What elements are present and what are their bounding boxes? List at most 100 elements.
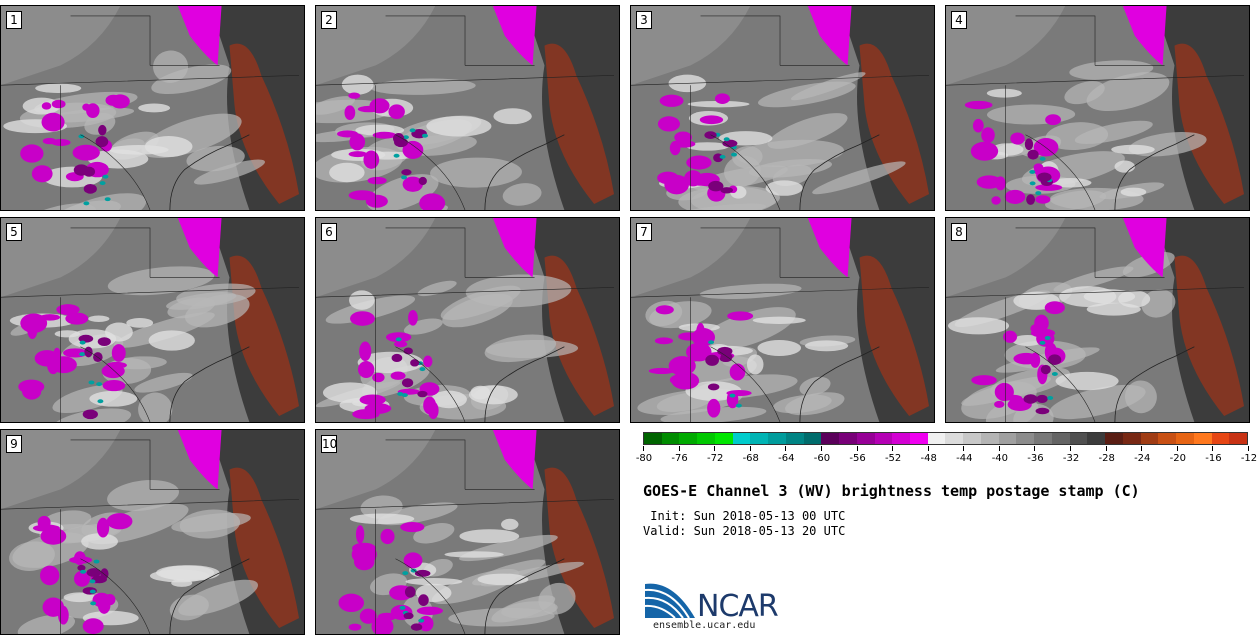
colorbar-segment xyxy=(803,433,822,444)
colorbar-segment xyxy=(1105,433,1123,444)
colorbar-segment xyxy=(821,433,840,444)
colorbar-tick xyxy=(856,446,858,451)
colorbar-segment xyxy=(785,433,804,444)
ensemble-member-panel: 6 xyxy=(315,217,620,423)
colorbar-segment xyxy=(980,433,999,444)
member-number: 7 xyxy=(636,223,652,241)
colorbar-tick-label: -40 xyxy=(991,453,1009,464)
ensemble-member-panel: 2 xyxy=(315,5,620,211)
colorbar-tick-label: -16 xyxy=(1205,453,1222,464)
colorbar-tick xyxy=(785,446,787,451)
colorbar-segment xyxy=(768,433,786,444)
member-number: 4 xyxy=(951,11,967,29)
colorbar-tick xyxy=(1248,446,1249,451)
colorbar-tick xyxy=(1105,446,1107,451)
colorbar-segment xyxy=(856,433,875,444)
colorbar-segment xyxy=(910,433,928,444)
water-vapor-map xyxy=(316,430,619,634)
figure-title: GOES-E Channel 3 (WV) brightness temp po… xyxy=(643,482,1140,500)
colorbar-segment xyxy=(1087,433,1106,444)
colorbar-tick xyxy=(1141,446,1143,451)
colorbar-tick-label: -68 xyxy=(742,453,759,464)
colorbar-segment xyxy=(1140,433,1159,444)
colorbar-tick-label: -76 xyxy=(671,453,688,464)
colorbar-segment xyxy=(1051,433,1070,444)
colorbar-segment xyxy=(697,433,715,444)
colorbar-segment xyxy=(1069,433,1088,444)
colorbar-segment xyxy=(679,433,698,444)
colorbar xyxy=(643,432,1248,445)
colorbar-segment xyxy=(732,433,751,444)
colorbar-tick xyxy=(678,446,680,451)
valid-time: Valid: Sun 2018-05-13 20 UTC xyxy=(643,524,846,538)
colorbar-segment xyxy=(1229,433,1247,444)
member-number: 5 xyxy=(6,223,22,241)
colorbar-segment xyxy=(963,433,981,444)
colorbar-segment xyxy=(1122,433,1141,444)
colorbar-segment xyxy=(750,433,769,444)
member-number: 10 xyxy=(321,435,338,453)
water-vapor-map xyxy=(631,218,934,422)
colorbar-tick-label: -64 xyxy=(778,453,795,464)
colorbar-segment xyxy=(839,433,857,444)
ensemble-member-panel: 9 xyxy=(0,429,305,635)
colorbar-tick-label: -72 xyxy=(707,453,724,464)
colorbar-tick xyxy=(749,446,751,451)
colorbar-segment xyxy=(874,433,893,444)
water-vapor-map xyxy=(946,6,1249,210)
colorbar-tick-label: -44 xyxy=(956,453,973,464)
water-vapor-map xyxy=(1,218,304,422)
ensemble-member-panel: 5 xyxy=(0,217,305,423)
colorbar-segment xyxy=(998,433,1017,444)
site-url: ensemble.ucar.edu xyxy=(653,620,756,631)
ensemble-member-panel: 8 xyxy=(945,217,1250,423)
colorbar-segment xyxy=(1034,433,1052,444)
colorbar-segment xyxy=(661,433,680,444)
member-number: 9 xyxy=(6,435,22,453)
colorbar-tick-label: -56 xyxy=(849,453,866,464)
colorbar-segment xyxy=(644,433,662,444)
water-vapor-map xyxy=(1,430,304,634)
water-vapor-map xyxy=(946,218,1249,422)
init-time: Init: Sun 2018-05-13 00 UTC xyxy=(643,509,846,523)
member-number: 8 xyxy=(951,223,967,241)
colorbar-tick-label: -52 xyxy=(884,453,902,464)
member-number: 6 xyxy=(321,223,337,241)
colorbar-segment xyxy=(1158,433,1177,444)
colorbar-tick xyxy=(998,446,1000,451)
colorbar-segment xyxy=(1193,433,1212,444)
member-number: 2 xyxy=(321,11,337,29)
colorbar-segment xyxy=(945,433,964,444)
colorbar-segment xyxy=(714,433,733,444)
colorbar-tick-label: -28 xyxy=(1098,453,1115,464)
colorbar-tick-label: -12 xyxy=(1240,453,1258,464)
colorbar-tick-label: -24 xyxy=(1134,453,1151,464)
colorbar-tick xyxy=(927,446,929,451)
colorbar-tick xyxy=(714,446,716,451)
ensemble-member-panel: 4 xyxy=(945,5,1250,211)
colorbar-tick xyxy=(892,446,894,451)
colorbar-segment xyxy=(927,433,946,444)
colorbar-tick xyxy=(820,446,822,451)
colorbar-tick xyxy=(1176,446,1178,451)
colorbar-segment xyxy=(1176,433,1194,444)
colorbar-tick xyxy=(643,446,644,451)
colorbar-segment xyxy=(1016,433,1035,444)
ensemble-member-panel: 7 xyxy=(630,217,935,423)
colorbar-segment xyxy=(892,433,911,444)
time-info: Init: Sun 2018-05-13 00 UTC Valid: Sun 2… xyxy=(643,509,845,539)
ensemble-member-panel: 1 xyxy=(0,5,305,211)
colorbar-tick-label: -36 xyxy=(1027,453,1044,464)
water-vapor-map xyxy=(316,218,619,422)
member-number: 3 xyxy=(636,11,652,29)
ncar-logo-icon xyxy=(644,583,695,619)
colorbar-tick xyxy=(963,446,965,451)
colorbar-tick xyxy=(1070,446,1072,451)
colorbar-tick-label: -48 xyxy=(920,453,937,464)
colorbar-tick-label: -32 xyxy=(1062,453,1080,464)
colorbar-ticks: -80 -76 -72 -68 -64 -60 -56 -52 -48 -44 -40 -36 -32 -… xyxy=(636,446,1257,470)
member-number: 1 xyxy=(6,11,22,29)
colorbar-segment xyxy=(1211,433,1230,444)
ensemble-member-panel: 3 xyxy=(630,5,935,211)
ensemble-member-panel: 10 xyxy=(315,429,620,635)
